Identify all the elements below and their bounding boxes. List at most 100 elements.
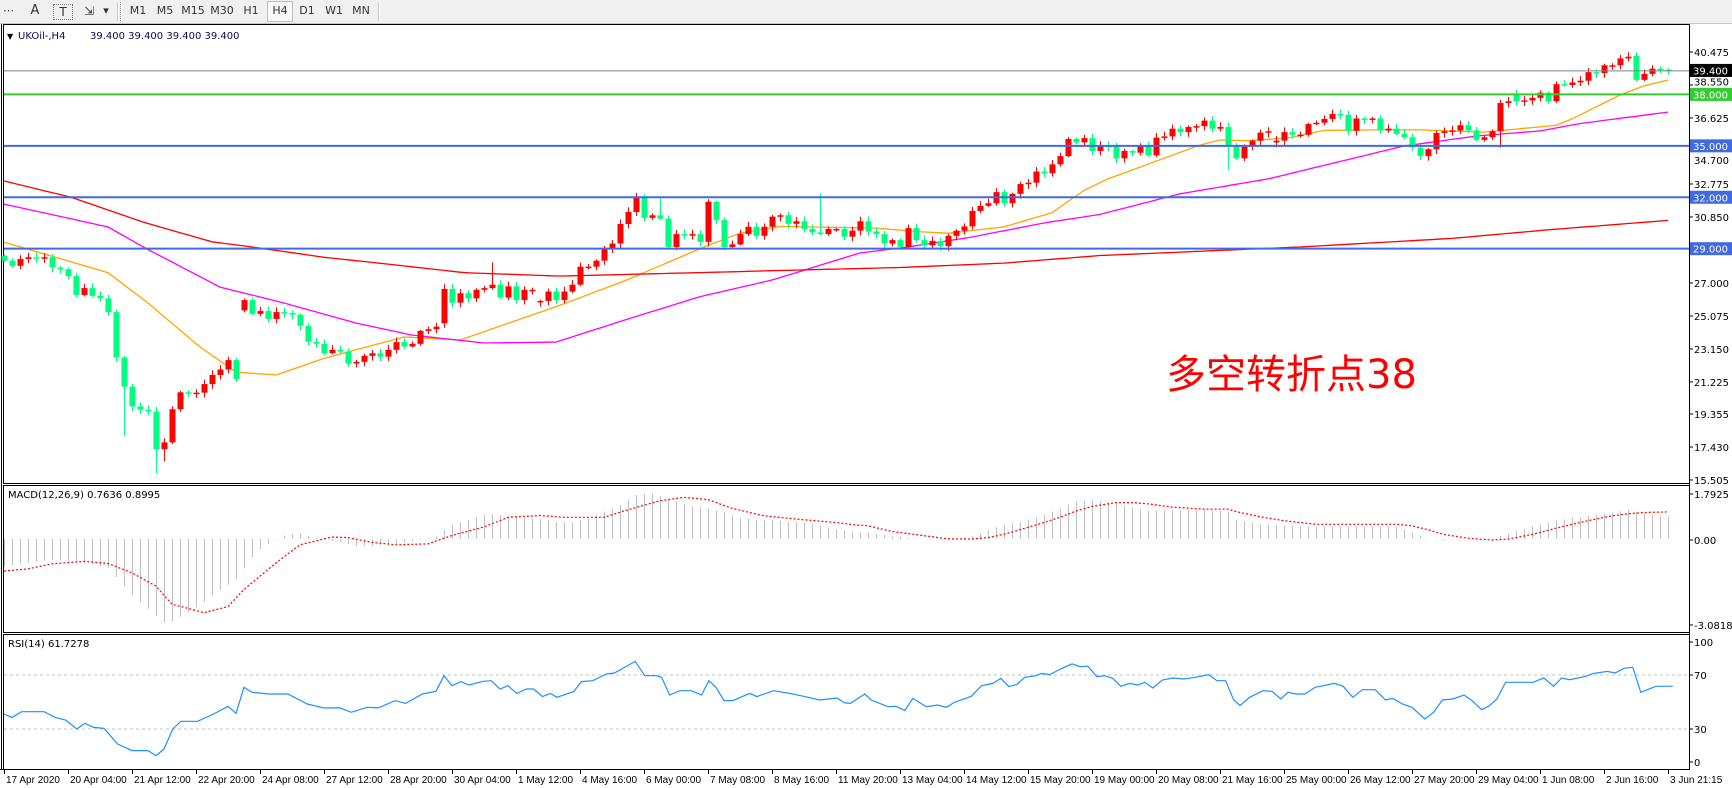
candle-body [57,267,64,270]
main-panel[interactable] [3,24,1690,484]
horizontal-lines[interactable] [4,70,1689,250]
timeframe-m5[interactable]: M5 [156,4,174,17]
candle [137,402,144,415]
timeframe-w1[interactable]: W1 [325,4,343,17]
candle [985,198,992,208]
timeframe-m1[interactable]: M1 [129,4,147,17]
candle-body [553,291,560,301]
candle-body [1449,130,1456,132]
candle-body [1369,118,1376,120]
candle [881,231,888,248]
candle [953,229,960,241]
candle [201,379,208,398]
toolbar-grip[interactable] [120,2,122,21]
candle-body [481,288,488,290]
candle-body [81,288,88,295]
candle [217,365,224,380]
candle-body [1569,82,1576,85]
candle [713,200,720,225]
candle [649,213,656,220]
candle [9,258,16,268]
candle [1049,159,1056,177]
text-label-tool-icon[interactable]: T [53,4,73,20]
hline-price-label: 35.000 [1693,142,1728,153]
time-tick-label: 1 Jun 08:00 [1542,775,1595,786]
candle [1529,94,1536,105]
candle [1209,116,1216,133]
candle [809,224,816,235]
candle [961,223,968,235]
candle-body [913,228,920,241]
candle [265,306,272,323]
macd-panel: 1.7925 0.00 -3.0818 [3,490,1732,632]
time-tick-label: 4 May 16:00 [582,775,637,786]
candle [321,339,328,356]
candle [1353,114,1360,136]
hline-price-label: 32.000 [1693,193,1728,204]
candle-body [193,392,200,395]
toolbar-separator [378,2,380,21]
candle [1417,144,1424,161]
candle-body [569,284,576,292]
candle-body [1473,130,1480,140]
candle-body [153,411,160,450]
time-axis: 17 Apr 2020 20 Apr 04:00 21 Apr 12:00 22 Ap… [0,769,1723,786]
dropdown-arrow-icon[interactable]: ▾ [103,4,109,17]
text-tool-icon[interactable]: A [30,3,40,18]
arrows-tool-icon[interactable]: ⇲ [83,4,95,18]
timeframe-m15[interactable]: M15 [181,4,205,17]
candle-body [1633,55,1640,80]
candle-body [1521,100,1528,102]
timeframe-h1[interactable]: H1 [243,4,259,17]
candle-body [113,312,120,358]
candle [1121,148,1128,163]
candle-body [73,276,80,295]
candle-body [273,312,280,319]
candle-body [1313,122,1320,125]
timeframe-m30[interactable]: M30 [210,4,234,17]
candle [513,281,520,304]
symbol-label: UKOil-,H4 [18,31,65,42]
candle-body [729,244,736,247]
candle-body [1225,126,1232,147]
candle-body [889,240,896,244]
candle-body [1385,128,1392,131]
periods-grid-icon[interactable]: ⋯ [3,4,14,17]
candle [1577,75,1584,87]
candle [1521,95,1528,107]
candle [1057,152,1064,167]
candle-body [129,386,136,407]
candle-body [1641,73,1648,80]
timeframe-h4[interactable]: H4 [267,1,293,22]
candle-body [145,409,152,412]
candle-body [513,286,520,301]
rsi-panel-frame[interactable] [3,634,1690,770]
timeframe-mn[interactable]: MN [352,4,370,17]
candle-body [17,258,24,266]
candle-body [369,353,376,356]
candle [977,201,984,213]
candle [369,349,376,361]
collapse-icon[interactable]: ▼ [7,32,14,41]
candle-body [1257,132,1264,141]
candle-body [201,384,208,393]
candle-body [929,240,936,246]
price-tick-label: 30.850 [1694,213,1729,224]
candle [1617,54,1624,70]
candle-body [841,228,848,237]
candle [425,326,432,334]
candle [1441,127,1448,138]
candle-body [873,231,880,235]
candle-body [1209,120,1216,129]
time-tick-label: 15 May 20:00 [1030,775,1091,786]
candle [1097,141,1104,156]
macd-panel-frame[interactable] [3,485,1690,633]
candle-body [961,226,968,231]
candle-body [1065,138,1072,157]
candle [593,259,600,271]
timeframe-d1[interactable]: D1 [299,4,315,17]
candle-body [657,215,664,219]
annotation-text[interactable]: 多空转折点38 [1166,352,1417,398]
candle [825,226,832,236]
